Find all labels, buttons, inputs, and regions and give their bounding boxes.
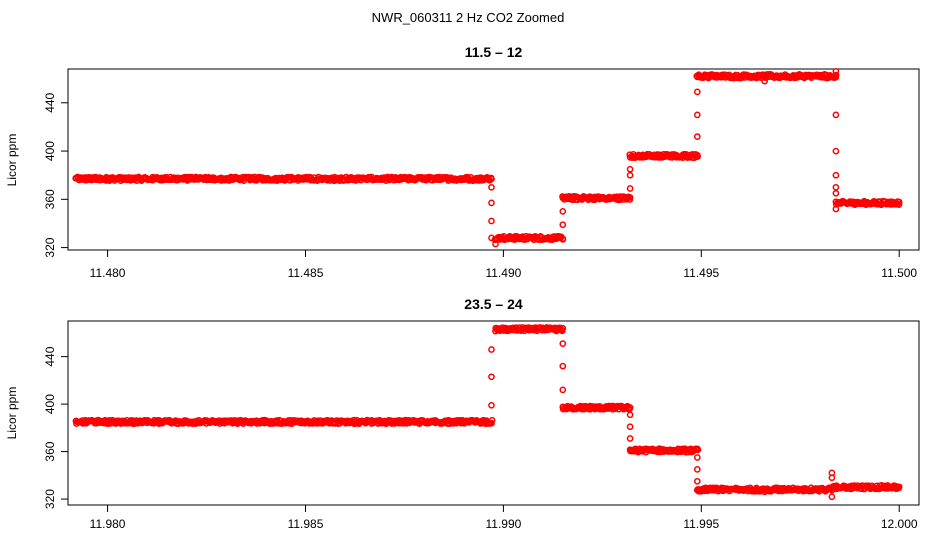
series-points [72,68,903,248]
x-tick-label: 11.495 [683,266,719,280]
x-tick-label: 11.985 [288,517,324,531]
data-point [488,234,495,242]
data-point [895,201,903,208]
x-tick-label: 11.995 [683,517,719,531]
data-point [558,327,566,335]
data-point [832,183,840,191]
data-point [693,133,701,140]
panel-bottom: 23.5 – 24 11.980 11.985 11.990 11.995 12.000 3… [5,296,920,531]
data-point [895,198,903,206]
data-point [828,474,836,482]
data-point [693,454,701,461]
data-point [693,466,701,473]
data-point [488,373,495,381]
y-axis-label: Licor ppm [5,387,19,440]
data-point [488,416,496,424]
data-point [626,423,634,431]
y-tick-label: 360 [43,189,57,209]
data-point [761,77,768,85]
data-point [626,171,634,179]
x-tick-label: 12.000 [881,517,918,531]
data-point [761,488,768,496]
plot-frame [67,320,920,506]
y-tick-label: 320 [43,237,57,257]
data-point [626,411,634,419]
data-point [832,68,840,75]
data-point [832,171,840,179]
data-point [559,236,567,243]
panel-title: 23.5 – 24 [464,296,523,312]
y-axis-label: Licor ppm [5,134,19,187]
data-point [832,147,840,155]
data-point [559,208,567,215]
plot-frame [67,68,920,251]
y-tick-label: 440 [43,346,57,366]
y-tick-label: 440 [43,92,57,112]
x-tick-label: 11.490 [485,266,521,280]
data-point [488,419,495,427]
data-point [488,401,495,409]
x-tick-label: 11.500 [881,266,917,280]
data-point [693,88,701,96]
panel-title: 11.5 – 12 [465,44,523,60]
data-point [693,111,701,119]
x-tick-label: 11.480 [90,266,126,280]
data-point [828,493,836,501]
data-point [693,477,701,485]
data-point [488,217,495,225]
y-tick-label: 360 [43,441,57,461]
data-point [492,240,499,248]
data-point [488,183,495,191]
figure-suptitle: NWR_060311 2 Hz CO2 Zoomed [372,10,565,25]
y-tick-label: 400 [43,141,57,161]
data-point [626,196,634,203]
data-point [832,189,840,197]
x-tick-label: 11.980 [90,517,126,531]
x-tick-label: 11.485 [288,266,324,280]
y-tick-label: 400 [43,394,57,414]
data-point [832,71,840,79]
data-point [694,446,702,454]
series-points [72,324,903,501]
data-point [488,199,495,207]
data-point [694,153,701,160]
data-point [559,340,567,347]
data-point [626,435,634,442]
data-point [626,165,634,173]
data-point [895,484,903,492]
data-point [626,185,634,192]
data-point [832,111,840,119]
panel-top: 11.5 – 12 11.480 11.485 11.490 11.495 11.500 3… [5,44,920,280]
data-point [559,386,567,394]
data-point [559,362,567,370]
data-point [832,205,840,213]
x-tick-label: 11.990 [485,517,521,531]
data-point [487,174,495,182]
y-tick-label: 320 [43,489,57,509]
data-point [488,346,495,353]
data-point [559,221,567,229]
